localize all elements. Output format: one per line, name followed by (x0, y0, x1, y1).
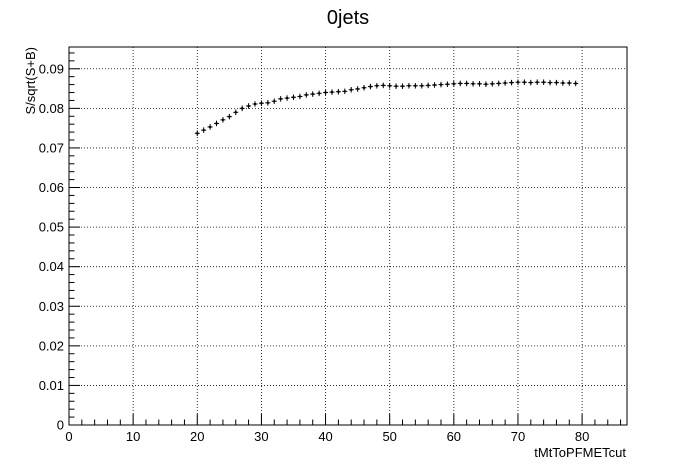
data-point (515, 79, 521, 85)
x-tick-label: 20 (190, 429, 204, 444)
y-tick-label: 0.05 (39, 220, 64, 235)
data-point (201, 127, 207, 133)
data-point (438, 81, 444, 88)
x-axis-label: tMtToPFMETcut (534, 445, 626, 460)
data-point (239, 105, 245, 112)
data-point (290, 94, 296, 101)
data-point (502, 80, 508, 86)
data-point (258, 100, 264, 106)
x-tick-label: 0 (65, 429, 72, 444)
data-point (252, 101, 258, 107)
data-point (464, 80, 470, 87)
data-point (393, 83, 399, 89)
data-point (194, 130, 200, 137)
x-tick-label: 70 (511, 429, 525, 444)
x-tick-label: 50 (382, 429, 396, 444)
y-tick-label: 0.07 (39, 140, 64, 155)
data-point (355, 86, 361, 92)
chart-title: 0jets (327, 7, 369, 29)
data-point (361, 84, 367, 91)
data-point (226, 113, 232, 120)
data-point (534, 79, 540, 85)
x-tick-label: 10 (126, 429, 140, 444)
grid-lines (69, 47, 627, 425)
plot-frame (68, 46, 628, 426)
data-point (233, 109, 239, 116)
data-point (374, 83, 380, 89)
data-point (406, 83, 412, 89)
y-tick-label: 0.01 (39, 378, 64, 393)
data-point (278, 96, 284, 102)
data-point (489, 81, 495, 87)
data-point (528, 79, 534, 86)
data-point (342, 88, 348, 95)
data-point (348, 86, 354, 93)
x-tick-label: 30 (254, 429, 268, 444)
data-points (194, 79, 579, 137)
data-point (419, 83, 425, 89)
tick-labels: 0 10 20 30 40 50 60 70 80 0 0.01 0.02 0.03 0.04 0.05 0.… (39, 61, 590, 444)
data-point (400, 83, 406, 89)
y-tick-label: 0.03 (39, 299, 64, 314)
y-tick-label: 0.09 (39, 61, 64, 76)
data-point (265, 100, 271, 106)
data-point (483, 81, 489, 87)
data-point (451, 81, 457, 87)
data-point (425, 82, 431, 89)
data-point (547, 79, 553, 86)
x-tick-label: 60 (447, 429, 461, 444)
data-point (496, 80, 502, 87)
data-point (207, 124, 213, 130)
data-point (457, 80, 463, 87)
data-point (476, 81, 482, 87)
data-point (470, 81, 476, 87)
y-tick-label: 0 (57, 418, 64, 433)
y-tick-label: 0.06 (39, 180, 64, 195)
data-point (323, 89, 329, 96)
data-point (566, 80, 572, 86)
y-tick-label: 0.04 (39, 259, 64, 274)
data-point (329, 89, 335, 95)
data-point (303, 92, 309, 98)
data-point (335, 88, 341, 95)
x-tick-label: 40 (318, 429, 332, 444)
data-point (573, 80, 579, 87)
y-axis-label: S/sqrt(S+B) (23, 47, 38, 115)
data-point (541, 79, 547, 85)
data-point (553, 79, 559, 86)
data-point (412, 83, 418, 89)
data-point (444, 81, 450, 87)
data-point (367, 83, 373, 90)
data-point (214, 120, 220, 127)
data-point (509, 79, 515, 86)
data-point (316, 90, 322, 97)
data-point (521, 79, 527, 85)
data-point (284, 95, 290, 101)
y-tick-label: 0.02 (39, 338, 64, 353)
y-tick-label: 0.08 (39, 101, 64, 116)
data-point (432, 82, 438, 88)
data-point (271, 98, 277, 104)
data-point (310, 91, 316, 97)
data-point (297, 93, 303, 100)
axis-ticks (68, 52, 622, 426)
data-point (220, 117, 226, 123)
x-tick-label: 80 (575, 429, 589, 444)
data-point (387, 83, 393, 89)
data-point (246, 103, 252, 109)
data-point (560, 80, 566, 86)
data-point (380, 82, 386, 89)
